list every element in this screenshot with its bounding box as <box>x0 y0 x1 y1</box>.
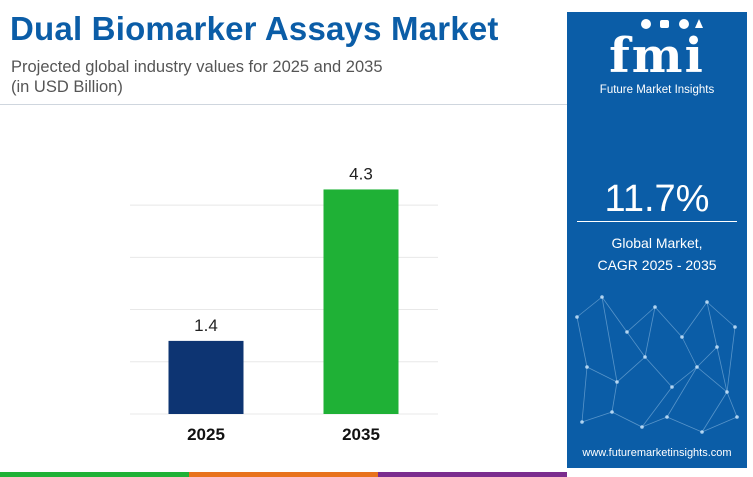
bar-chart: 1.4 2025 4.3 2035 <box>130 164 438 444</box>
car-icon <box>660 20 669 28</box>
bottom-bar-segment-orange <box>189 472 378 477</box>
network-edge <box>641 386 673 428</box>
bottom-bar-segment-purple <box>378 472 567 477</box>
logo-wordmark: fmi <box>609 28 705 84</box>
network-edge <box>586 366 618 383</box>
cagr-label: Global Market, CAGR 2025 - 2035 <box>567 232 747 276</box>
network-node <box>643 355 647 359</box>
network-node <box>680 335 684 339</box>
network-node <box>625 330 629 334</box>
network-edge <box>601 296 618 383</box>
network-edge <box>726 391 738 418</box>
network-edge <box>701 416 738 433</box>
network-node <box>580 420 584 424</box>
network-edge <box>581 366 588 423</box>
network-edge <box>706 301 718 348</box>
network-edge <box>706 301 736 328</box>
value-label-2035: 4.3 <box>349 164 373 183</box>
cagr-label-line-1: Global Market, <box>611 235 703 251</box>
network-node <box>725 390 729 394</box>
website-url: www.futuremarketinsights.com <box>582 447 732 459</box>
network-edge <box>644 356 673 388</box>
network-edge <box>696 366 728 393</box>
page-subtitle: Projected global industry values for 202… <box>11 57 383 97</box>
network-edge <box>681 301 708 338</box>
chart-panel: Dual Biomarker Assays Market Projected g… <box>0 10 567 477</box>
category-label-2025: 2025 <box>187 425 225 444</box>
network-node <box>610 410 614 414</box>
network-edge <box>726 326 736 393</box>
network-edge <box>581 411 613 423</box>
network-node <box>600 295 604 299</box>
network-graphic <box>575 295 739 434</box>
network-edge <box>666 366 698 418</box>
category-label-2035: 2035 <box>342 425 380 444</box>
logo-icons <box>641 19 703 29</box>
person-icon <box>695 19 703 28</box>
network-edge <box>644 306 656 358</box>
globe-icon <box>641 19 651 29</box>
network-node <box>705 300 709 304</box>
network-edge <box>641 416 668 428</box>
bar-2025 <box>168 340 244 414</box>
network-node <box>670 385 674 389</box>
cagr-label-line-2: CAGR 2025 - 2035 <box>597 257 717 273</box>
bar-2035 <box>323 189 399 414</box>
network-edge <box>666 416 703 433</box>
network-edge <box>671 366 698 388</box>
page-title: Dual Biomarker Assays Market <box>10 10 499 47</box>
chemistry-icon <box>679 19 689 29</box>
network-node <box>640 425 644 429</box>
network-node <box>733 325 737 329</box>
network-node <box>585 365 589 369</box>
network-edge <box>626 306 656 333</box>
network-edge <box>601 296 628 333</box>
brand-panel: fmi Future Market Insights 11.7% Global … <box>567 12 747 468</box>
network-edge <box>576 296 603 318</box>
value-label-2025: 1.4 <box>194 316 218 335</box>
title-divider <box>0 104 567 105</box>
network-edge <box>654 306 683 338</box>
network-edge <box>576 316 588 368</box>
network-node <box>575 315 579 319</box>
network-node <box>615 380 619 384</box>
network-edge <box>701 391 728 433</box>
network-edge <box>681 336 698 368</box>
network-edge <box>696 346 718 368</box>
network-edge <box>611 381 618 413</box>
logo-tagline: Future Market Insights <box>599 84 715 96</box>
network-node <box>665 415 669 419</box>
network-node <box>700 430 704 434</box>
subtitle-line-2: (in USD Billion) <box>11 78 123 96</box>
network-node <box>715 345 719 349</box>
cagr-divider <box>577 221 737 222</box>
network-node <box>695 365 699 369</box>
cagr-value: 11.7% <box>604 178 710 220</box>
network-node <box>653 305 657 309</box>
network-edge <box>626 331 646 358</box>
network-edge <box>716 346 728 393</box>
bottom-bar-segment-green <box>0 472 189 477</box>
network-node <box>735 415 739 419</box>
fmi-logo: fmi Future Market Insights <box>567 12 747 112</box>
network-edge <box>616 356 646 383</box>
network-edge <box>611 411 643 428</box>
subtitle-line-1: Projected global industry values for 202… <box>11 58 383 76</box>
